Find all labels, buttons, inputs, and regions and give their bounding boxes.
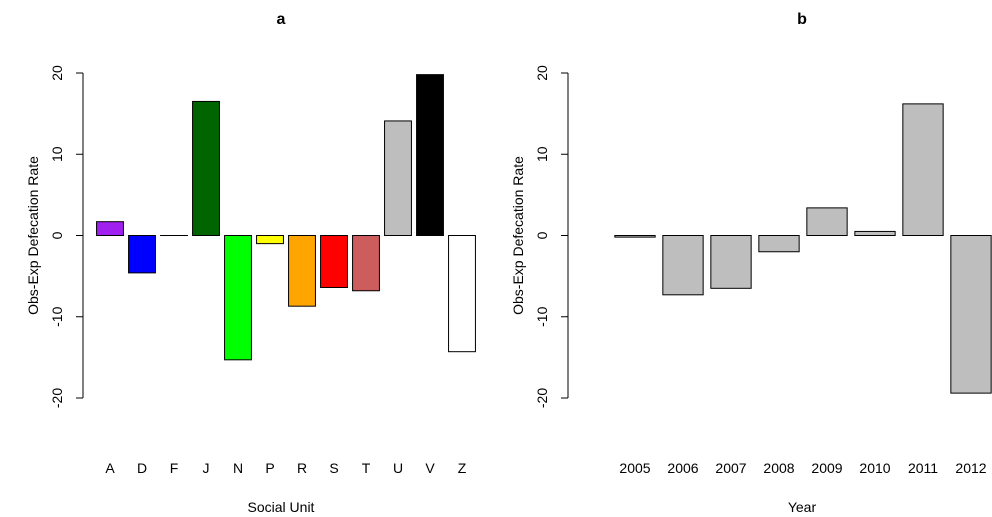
x-tick-label: J <box>203 460 210 476</box>
y-tick-label: 0 <box>49 231 65 239</box>
bar <box>416 74 444 236</box>
x-axis-label: Year <box>788 499 817 515</box>
bar <box>448 235 476 353</box>
bar <box>758 235 800 253</box>
x-tick-label: 2006 <box>667 460 698 476</box>
y-axis-label: Obs-Exp Defecation Rate <box>510 156 526 315</box>
x-tick-label: 2007 <box>715 460 746 476</box>
bar <box>192 100 220 236</box>
y-tick-label: -20 <box>49 388 65 408</box>
x-tick-label: 2011 <box>908 460 938 476</box>
bar <box>320 235 348 288</box>
bar <box>950 235 992 394</box>
bar <box>96 221 124 236</box>
x-tick-label: S <box>329 460 338 476</box>
x-tick-label: 2008 <box>763 460 794 476</box>
y-tick-label: 10 <box>534 146 550 162</box>
y-tick-label: -10 <box>49 306 65 326</box>
bar <box>902 103 944 236</box>
x-tick-label: Z <box>458 460 467 476</box>
bar <box>384 120 412 236</box>
x-tick-label: V <box>425 460 435 476</box>
bar <box>128 235 156 274</box>
bar <box>806 207 848 236</box>
bar <box>256 235 284 245</box>
x-tick-label: F <box>170 460 179 476</box>
bar <box>614 235 656 238</box>
x-tick-label: D <box>137 460 147 476</box>
y-tick-label: -20 <box>534 388 550 408</box>
x-tick-label: N <box>233 460 243 476</box>
x-tick-label: U <box>393 460 403 476</box>
chart-title: a <box>277 11 286 28</box>
y-tick-label: 10 <box>49 146 65 162</box>
bar <box>288 235 316 307</box>
x-tick-label: R <box>297 460 307 476</box>
x-tick-label: 2009 <box>811 460 842 476</box>
x-axis-label: Social Unit <box>248 499 315 515</box>
y-tick-label: 20 <box>534 65 550 81</box>
bar <box>662 235 704 296</box>
x-tick-label: 2012 <box>955 460 986 476</box>
x-tick-label: A <box>105 460 115 476</box>
bar <box>224 235 252 361</box>
chart-title: b <box>797 11 807 28</box>
bar <box>710 235 752 289</box>
x-tick-label: T <box>362 460 371 476</box>
x-tick-label: 2010 <box>859 460 890 476</box>
y-tick-label: 20 <box>49 65 65 81</box>
y-axis-label: Obs-Exp Defecation Rate <box>25 156 41 315</box>
x-tick-label: P <box>265 460 274 476</box>
y-tick-label: 0 <box>534 231 550 239</box>
bar <box>352 235 380 292</box>
bar <box>854 230 896 236</box>
x-tick-label: 2005 <box>619 460 650 476</box>
y-tick-label: -10 <box>534 306 550 326</box>
